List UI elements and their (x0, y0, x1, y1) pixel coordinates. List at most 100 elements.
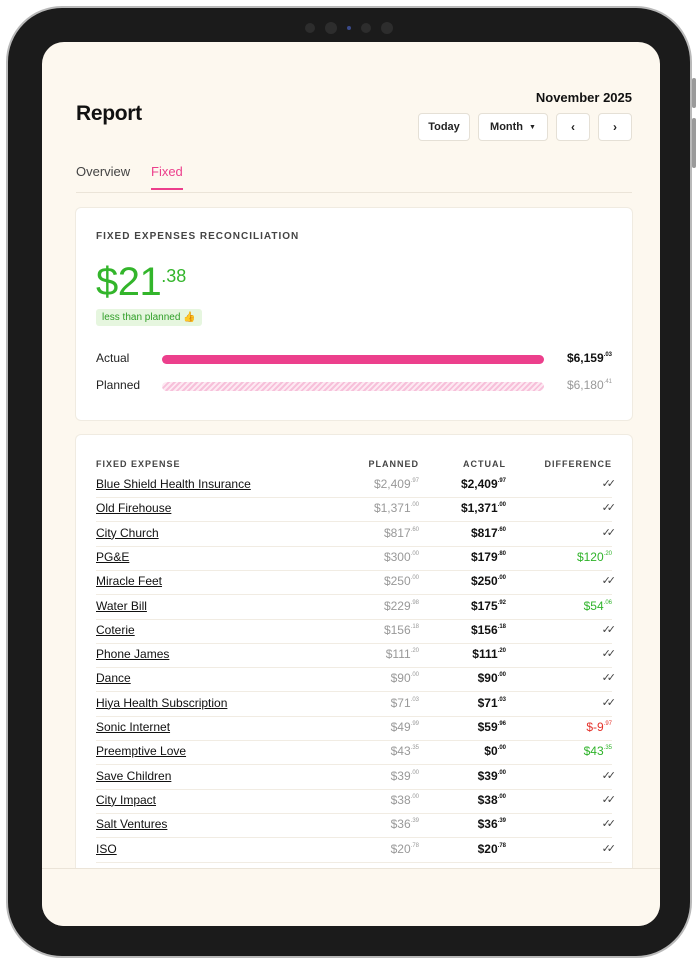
table-row: PG&E $300.00 $179.80 $120.20 (96, 546, 612, 571)
planned-value: $38.00 (391, 793, 419, 807)
expense-name-link[interactable]: Save Children (96, 768, 172, 783)
actual-cents: .80 (497, 550, 506, 557)
side-button (692, 118, 696, 168)
actual-dollars: $111 (472, 647, 498, 662)
view-select[interactable]: Month ▼ (478, 113, 548, 141)
planned-value: $20.78 (391, 842, 419, 856)
expense-name-link[interactable]: Old Firehouse (96, 501, 172, 516)
expense-name-link[interactable]: City Church (96, 525, 159, 540)
expense-name-link[interactable]: Preemptive Love (96, 744, 187, 759)
actual-progress-bar (162, 355, 544, 364)
chevron-right-icon: › (613, 120, 617, 134)
expense-name-link[interactable]: Hiya Health Subscription (96, 695, 228, 710)
expense-name-link[interactable]: PG&E (96, 549, 130, 564)
expense-name-link[interactable]: ISO (96, 841, 117, 856)
actual-value: $817.60 (471, 526, 506, 540)
difference-value: $120.20 (577, 550, 612, 564)
difference-dollars: $120 (576, 549, 604, 564)
bottom-bar (42, 868, 660, 926)
planned-dollars: $90 (390, 671, 411, 686)
difference-cents: .38 (161, 266, 187, 286)
planned-dollars: $49 (390, 720, 411, 734)
planned-cents: .00 (410, 550, 419, 557)
date-nav: Today Month ▼ ‹ › (418, 113, 632, 141)
expense-name-link[interactable]: Dance (96, 671, 131, 686)
actual-dollars: $817 (470, 525, 498, 540)
planned-value: $43.35 (391, 744, 419, 758)
expense-name-link[interactable]: Miracle Feet (96, 574, 163, 589)
expense-name-link[interactable]: Sonic Internet (96, 720, 171, 734)
tab-fixed[interactable]: Fixed (151, 164, 183, 190)
actual-dollars: $179 (470, 549, 498, 564)
planned-value: $817.60 (384, 526, 419, 540)
difference-dollars: $54 (583, 598, 604, 613)
col-header-actual: ACTUAL (463, 459, 506, 469)
actual-dollars: $59 (477, 720, 498, 734)
planned-value: $39.00 (391, 769, 419, 783)
double-check-icon: ✓✓ (601, 696, 617, 709)
planned-cents: .78 (410, 842, 419, 849)
double-check-icon: ✓✓ (601, 648, 617, 661)
expense-name-link[interactable]: Phone James (96, 647, 170, 662)
difference-cents: .06 (603, 599, 612, 606)
period-label: November 2025 (535, 90, 632, 105)
actual-value: $38.00 (478, 793, 506, 807)
planned-cents: .00 (410, 793, 419, 800)
double-check-icon: ✓✓ (601, 842, 617, 855)
table-row: Sonic Internet $49.99 $59.96 $-9.97 (96, 716, 612, 741)
actual-value: $1,371.00 (461, 501, 506, 515)
table-row: City Impact $38.00 $38.00 ✓✓ (96, 789, 616, 814)
table-row: Blue Shield Health Insurance $2,409.97 $2,… (96, 473, 616, 498)
actual-dollars: $2,409 (460, 477, 498, 491)
actual-cents: .20 (497, 648, 506, 655)
planned-value: $156.18 (384, 623, 419, 637)
table-row: Coterie $156.18 $156.18 ✓✓ (96, 619, 616, 644)
col-header-difference: DIFFERENCE (544, 459, 612, 469)
table-row: Hiya Health Subscription $71.03 $71.03 ✓✓ (96, 692, 617, 717)
actual-value-cents: .03 (603, 352, 612, 358)
sensor-dot (381, 22, 393, 34)
planned-dollars: $38 (390, 792, 411, 807)
tab-overview[interactable]: Overview (76, 164, 131, 179)
table-row: Miracle Feet $250.00 $250.00 ✓✓ (96, 570, 616, 596)
actual-cents: .96 (497, 721, 506, 727)
actual-label: Actual (96, 351, 130, 365)
planned-dollars: $2,409 (373, 477, 411, 491)
double-check-icon: ✓✓ (601, 672, 617, 685)
actual-cents: .78 (497, 842, 506, 849)
expense-name-link[interactable]: Water Bill (96, 598, 147, 613)
planned-cents: .18 (410, 623, 419, 630)
planned-value: $71.03 (391, 696, 419, 710)
planned-cents: .99 (410, 721, 419, 727)
planned-progress-bar (162, 382, 544, 391)
actual-cents: .39 (497, 818, 506, 825)
actual-value: $20.78 (478, 842, 506, 856)
planned-value-dollars: $6,180 (566, 378, 604, 392)
expense-name-link[interactable]: Blue Shield Health Insurance (96, 477, 251, 491)
tab-bar: Overview Fixed (76, 160, 632, 193)
double-check-icon: ✓✓ (601, 818, 617, 831)
actual-dollars: $20 (477, 841, 498, 856)
expense-name-link[interactable]: City Impact (96, 792, 157, 807)
difference-cents: .35 (603, 745, 612, 752)
view-select-label: Month (490, 121, 524, 133)
today-button[interactable]: Today (418, 113, 470, 141)
difference-dollars: $43 (583, 744, 604, 759)
actual-cents: .92 (497, 599, 506, 606)
planned-dollars: $111 (385, 647, 411, 662)
table-row: Phone James $111.20 $111.20 ✓✓ (96, 643, 617, 669)
table-row: Old Firehouse $1,371.00 $1,371.00 ✓✓ (96, 497, 616, 523)
actual-cents: .00 (497, 793, 506, 800)
planned-cents: .20 (410, 648, 419, 655)
actual-dollars: $1,371 (460, 501, 498, 516)
expense-name-link[interactable]: Coterie (96, 622, 135, 637)
planned-dollars: $229 (383, 598, 411, 613)
actual-value: $59.96 (478, 720, 506, 734)
planned-dollars: $71 (390, 695, 411, 710)
reconciliation-card: FIXED EXPENSES RECONCILIATION $21.38 les… (76, 208, 632, 420)
next-button[interactable]: › (598, 113, 632, 141)
actual-cents: .00 (497, 672, 506, 679)
prev-button[interactable]: ‹ (556, 113, 590, 141)
table-row: ISO $20.78 $20.78 ✓✓ (96, 838, 617, 863)
expense-name-link[interactable]: Salt Ventures (96, 817, 168, 832)
